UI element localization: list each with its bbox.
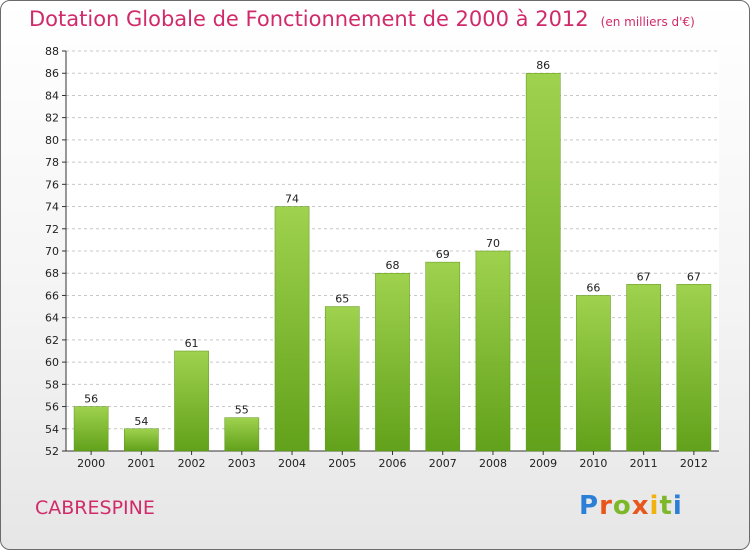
logo-letter: i <box>672 491 683 521</box>
y-tick-label: 54 <box>45 423 59 436</box>
data-label: 61 <box>185 337 199 350</box>
logo-letter: x <box>631 491 650 521</box>
logo-letter: r <box>599 491 613 521</box>
data-label: 86 <box>536 59 550 72</box>
data-label: 69 <box>436 248 450 261</box>
y-tick-label: 68 <box>45 267 59 280</box>
logo-letter: i <box>649 491 660 521</box>
bar-2001 <box>124 428 159 452</box>
y-tick-label: 62 <box>45 334 59 347</box>
data-label: 54 <box>134 415 148 428</box>
logo-letter: o <box>612 491 632 521</box>
x-tick-label: 2006 <box>379 457 407 470</box>
chart-title: Dotation Globale de Fonctionnement de 20… <box>29 7 695 31</box>
y-tick-label: 80 <box>45 134 59 147</box>
x-tick-label: 2004 <box>278 457 306 470</box>
bar-2006 <box>375 272 410 452</box>
x-tick-label: 2003 <box>228 457 256 470</box>
y-tick-label: 52 <box>45 445 59 458</box>
y-tick-label: 84 <box>45 89 59 102</box>
y-tick-label: 60 <box>45 356 59 369</box>
y-tick-label: 58 <box>45 378 59 391</box>
x-tick-label: 2009 <box>529 457 557 470</box>
x-tick-label: 2002 <box>178 457 206 470</box>
x-tick-label: 2008 <box>479 457 507 470</box>
bar-2000 <box>73 406 109 452</box>
x-tick-label: 2011 <box>630 457 658 470</box>
x-tick-label: 2000 <box>77 457 105 470</box>
data-label: 66 <box>586 281 600 294</box>
y-tick-label: 74 <box>45 201 59 214</box>
commune-name: CABRESPINE <box>35 497 155 519</box>
x-tick-label: 2007 <box>429 457 457 470</box>
chart-subtitle: (en milliers d'€) <box>600 15 695 29</box>
y-tick-label: 86 <box>45 67 59 80</box>
data-label: 74 <box>285 193 299 206</box>
x-tick-label: 2012 <box>680 457 708 470</box>
x-tick-label: 2010 <box>579 457 607 470</box>
y-tick-label: 72 <box>45 223 59 236</box>
y-tick-label: 64 <box>45 312 59 325</box>
y-tick-label: 82 <box>45 112 59 125</box>
x-tick-label: 2005 <box>328 457 356 470</box>
data-label: 67 <box>637 270 651 283</box>
bar-2008 <box>475 250 511 452</box>
bar-2005 <box>324 306 360 452</box>
data-label: 55 <box>235 404 249 417</box>
bar-2011 <box>626 284 661 452</box>
bar-2004 <box>274 206 310 452</box>
y-tick-label: 56 <box>45 401 59 414</box>
bar-2002 <box>174 350 209 452</box>
data-label: 65 <box>335 293 349 306</box>
chart-title-text: Dotation Globale de Fonctionnement de 20… <box>29 7 589 31</box>
bar-2003 <box>224 417 260 452</box>
logo-letter: t <box>659 491 673 521</box>
bar-2012 <box>676 284 712 452</box>
y-tick-label: 88 <box>45 45 59 58</box>
logo-letter: P <box>579 491 600 521</box>
y-tick-label: 70 <box>45 245 59 258</box>
y-tick-label: 78 <box>45 156 59 169</box>
proxiti-logo: Proxiti <box>579 491 683 521</box>
y-tick-label: 66 <box>45 289 59 302</box>
bar-2007 <box>425 261 461 452</box>
data-label: 56 <box>84 393 98 406</box>
y-tick-label: 76 <box>45 178 59 191</box>
x-tick-label: 2001 <box>127 457 155 470</box>
bar-2009 <box>525 72 561 452</box>
data-label: 70 <box>486 237 500 250</box>
data-label: 67 <box>687 270 701 283</box>
bar-2010 <box>576 295 611 452</box>
data-label: 68 <box>386 259 400 272</box>
